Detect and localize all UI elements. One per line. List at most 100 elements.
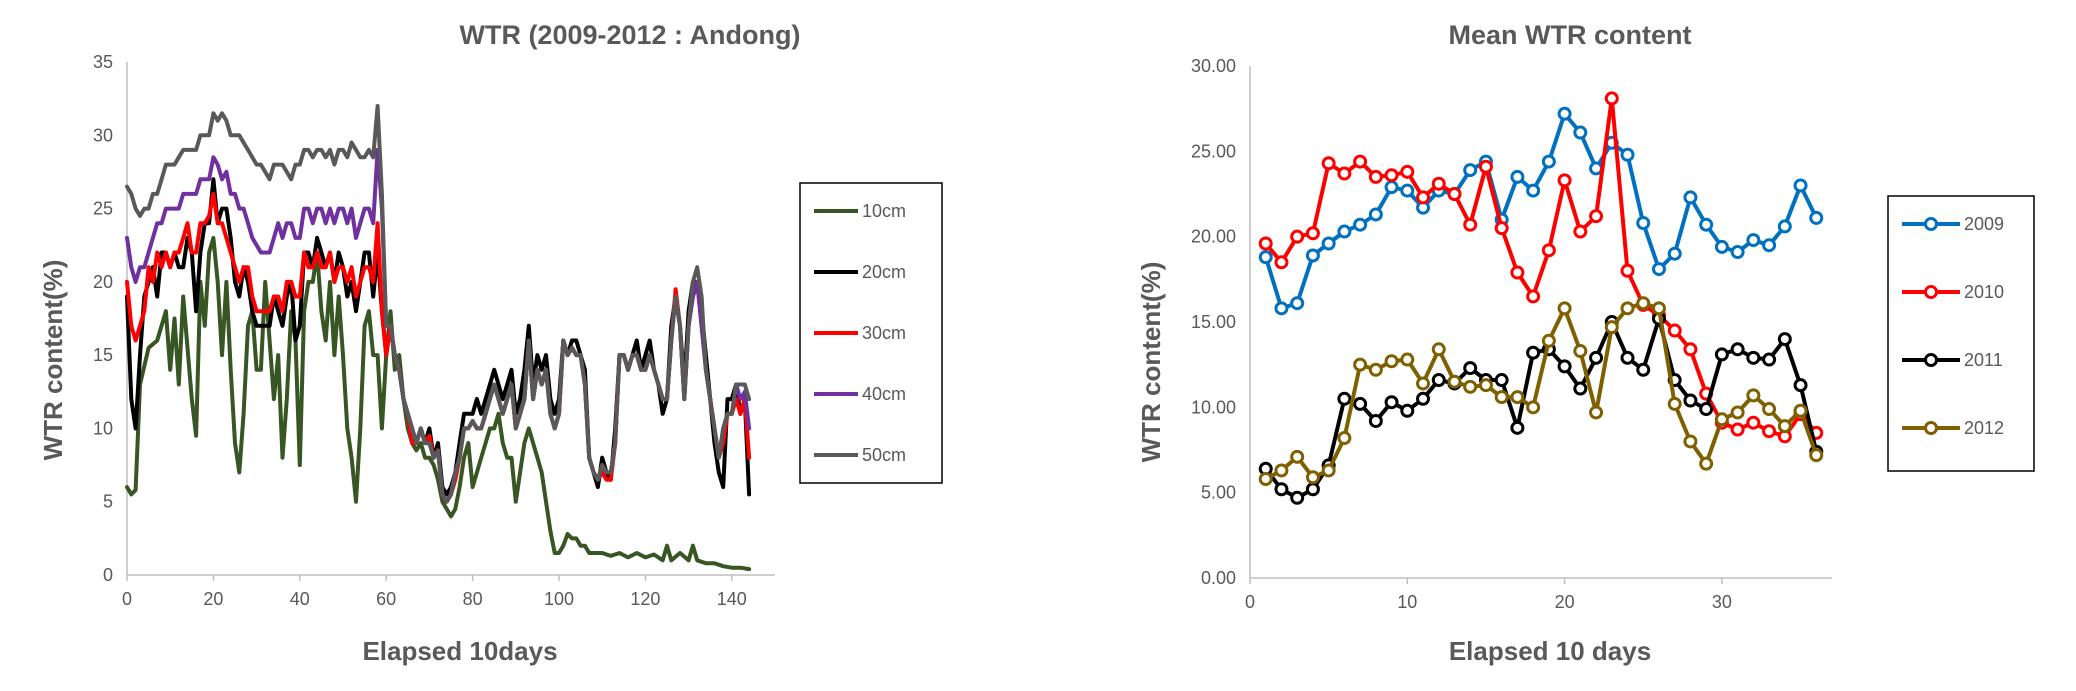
data-point xyxy=(1416,190,1431,205)
legend-box xyxy=(1887,195,2035,472)
data-point xyxy=(1746,350,1761,365)
data-point xyxy=(1274,463,1289,478)
series-50cm xyxy=(125,104,752,504)
data-point xyxy=(1258,250,1273,265)
series-2009 xyxy=(1258,106,1824,316)
y-tick-label: 20 xyxy=(93,272,113,292)
data-point xyxy=(1321,236,1336,251)
data-point xyxy=(1290,490,1305,505)
data-point xyxy=(1793,403,1808,418)
y-tick-label: 5 xyxy=(103,492,113,512)
data-point xyxy=(1730,245,1745,260)
data-point xyxy=(1258,472,1273,487)
data-point xyxy=(1809,448,1824,463)
data-point xyxy=(1290,449,1305,464)
data-point xyxy=(1478,159,1493,174)
x-axis-title: Elapsed 10days xyxy=(362,636,557,666)
data-point xyxy=(1620,301,1635,316)
y-tick-label: 15 xyxy=(93,345,113,365)
data-point xyxy=(1573,381,1588,396)
data-point xyxy=(1510,420,1525,435)
data-point xyxy=(1510,265,1525,280)
y-tick-label: 10.00 xyxy=(1191,397,1236,417)
series-20cm xyxy=(125,177,752,497)
data-point xyxy=(1589,161,1604,176)
data-point xyxy=(1604,91,1619,106)
data-point xyxy=(1400,403,1415,418)
data-point xyxy=(1541,333,1556,348)
data-point xyxy=(1337,224,1352,239)
data-point xyxy=(1368,207,1383,222)
data-point xyxy=(1604,320,1619,335)
data-point xyxy=(1620,350,1635,365)
data-point xyxy=(1777,419,1792,434)
data-point xyxy=(1762,238,1777,253)
data-point xyxy=(1699,217,1714,232)
y-axis-title: WTR content(%) xyxy=(38,260,68,461)
data-point xyxy=(1541,243,1556,258)
y-tick-label: 15.00 xyxy=(1191,312,1236,332)
legend-label: 40cm xyxy=(862,384,906,404)
chart-title: Mean WTR content xyxy=(1449,20,1692,50)
legend-marker xyxy=(1924,285,1938,299)
data-point xyxy=(1526,400,1541,415)
data-point xyxy=(1431,373,1446,388)
data-point xyxy=(1589,405,1604,420)
y-tick-label: 30.00 xyxy=(1191,56,1236,76)
data-point xyxy=(1384,395,1399,410)
data-point xyxy=(1762,352,1777,367)
data-point xyxy=(1573,344,1588,359)
legend-label: 2011 xyxy=(1964,350,2003,370)
data-point xyxy=(1683,393,1698,408)
data-point xyxy=(1384,168,1399,183)
x-tick-label: 20 xyxy=(1555,592,1575,612)
y-axis-title: WTR content(%) xyxy=(1136,262,1166,463)
data-point xyxy=(1353,217,1368,232)
series-line-20cm xyxy=(125,177,752,497)
x-tick-label: 0 xyxy=(122,589,132,609)
series-2010 xyxy=(1258,91,1824,444)
data-point xyxy=(1478,378,1493,393)
data-point xyxy=(1730,422,1745,437)
data-point xyxy=(1431,342,1446,357)
data-point xyxy=(1447,187,1462,201)
y-tick-label: 10 xyxy=(93,418,113,438)
data-point xyxy=(1290,296,1305,311)
data-point xyxy=(1258,236,1273,251)
data-point xyxy=(1510,169,1525,184)
series-10cm xyxy=(125,235,752,572)
data-point xyxy=(1416,391,1431,406)
x-tick-label: 140 xyxy=(717,589,747,609)
data-point xyxy=(1305,470,1320,485)
x-tick-label: 80 xyxy=(463,589,483,609)
data-point xyxy=(1714,239,1729,254)
data-point xyxy=(1353,357,1368,372)
data-point xyxy=(1746,233,1761,248)
x-tick-label: 20 xyxy=(203,589,223,609)
data-point xyxy=(1274,482,1289,497)
data-point xyxy=(1321,156,1336,171)
data-point xyxy=(1636,216,1651,231)
data-point xyxy=(1384,354,1399,369)
legend-marker xyxy=(1924,217,1938,231)
y-tick-label: 0.00 xyxy=(1201,568,1236,588)
data-point xyxy=(1541,154,1556,169)
data-point xyxy=(1321,463,1336,478)
legend-label: 30cm xyxy=(862,323,906,343)
data-point xyxy=(1651,301,1666,316)
data-point xyxy=(1683,190,1698,205)
series-line-10cm xyxy=(125,235,752,572)
data-point xyxy=(1777,219,1792,234)
y-tick-label: 25.00 xyxy=(1191,141,1236,161)
x-tick-label: 40 xyxy=(290,589,310,609)
x-tick-label: 0 xyxy=(1245,592,1255,612)
legend-label: 2009 xyxy=(1964,214,2004,234)
x-tick-label: 60 xyxy=(376,589,396,609)
data-point xyxy=(1589,209,1604,224)
data-point xyxy=(1573,224,1588,239)
data-point xyxy=(1463,163,1478,178)
data-point xyxy=(1667,396,1682,411)
data-point xyxy=(1762,424,1777,439)
data-point xyxy=(1557,301,1572,316)
data-point xyxy=(1589,350,1604,365)
